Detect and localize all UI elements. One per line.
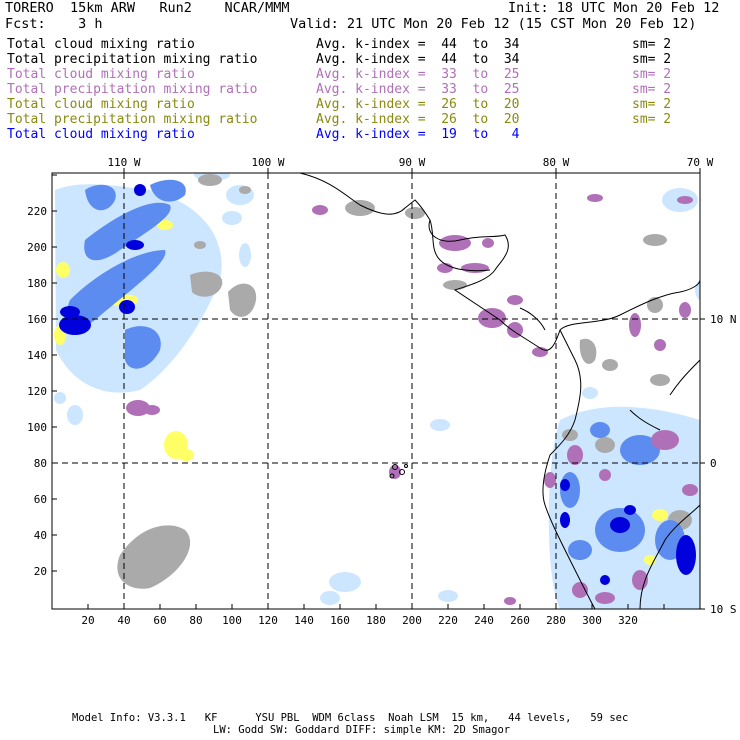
- y-tick-label: 40: [34, 529, 47, 542]
- lat-labels: 10 N 0 10 S: [710, 313, 737, 616]
- y-tick-label: 80: [34, 457, 47, 470]
- model-run-title: TORERO 15km ARW Run2 NCAR/MMM: [5, 0, 290, 16]
- x-tick-label: 40: [117, 614, 130, 627]
- y-tick-label: 120: [27, 385, 47, 398]
- y-tick-label: 100: [27, 421, 47, 434]
- x-tick-label: 180: [366, 614, 386, 627]
- y-tick-label: 180: [27, 277, 47, 290]
- lon-label: 110 W: [107, 156, 140, 169]
- physics-info-line: LW: Godd SW: Goddard DIFF: simple KM: 2D…: [213, 724, 511, 736]
- legend-field-6: Total precipitation mixing ratio: [7, 112, 258, 127]
- y-tick-label: 20: [34, 565, 47, 578]
- axis-ticks: [52, 168, 705, 610]
- legend-avg-6: Avg. k-index = 26 to 20: [316, 112, 520, 127]
- legend-sm-4: sm= 2: [632, 82, 672, 97]
- legend-avg-7: Avg. k-index = 19 to 4: [316, 127, 520, 142]
- lat-label: 0: [710, 457, 717, 470]
- legend-sm-3: sm= 2: [632, 67, 672, 82]
- legend-avg-5: Avg. k-index = 26 to 20: [316, 97, 520, 112]
- model-info-line: Model Info: V3.3.1 KF YSU PBL WDM 6class…: [72, 712, 629, 724]
- x-tick-label: 120: [258, 614, 278, 627]
- legend-avg-1: Avg. k-index = 44 to 34: [316, 37, 520, 52]
- legend-sm-5: sm= 2: [632, 97, 672, 112]
- x-tick-label: 60: [153, 614, 166, 627]
- x-tick-label: 80: [189, 614, 202, 627]
- y-tick-label: 60: [34, 493, 47, 506]
- x-tick-label: 280: [546, 614, 566, 627]
- init-time: Init: 18 UTC Mon 20 Feb 12: [508, 0, 720, 16]
- lon-labels: 110 W 100 W 90 W 80 W 70 W: [107, 156, 713, 169]
- legend-field-4: Total precipitation mixing ratio: [7, 82, 258, 97]
- legend-field-3: Total cloud mixing ratio: [7, 67, 195, 82]
- x-tick-label: 240: [474, 614, 494, 627]
- valid-time: Valid: 21 UTC Mon 20 Feb 12 (15 CST Mon …: [290, 16, 697, 32]
- lon-label: 80 W: [543, 156, 570, 169]
- y-tick-label: 160: [27, 313, 47, 326]
- legend-field-7: Total cloud mixing ratio: [7, 127, 195, 142]
- legend-field-1: Total cloud mixing ratio: [7, 37, 195, 52]
- x-tick-label: 100: [222, 614, 242, 627]
- lat-label: 10 N: [710, 313, 737, 326]
- forecast-hour: Fcst: 3 h: [5, 16, 103, 32]
- x-tick-labels: 20 40 60 80 100 120 140 160 180 200 220 …: [81, 614, 638, 627]
- x-tick-label: 200: [402, 614, 422, 627]
- lat-label: 10 S: [710, 603, 737, 616]
- legend-avg-4: Avg. k-index = 33 to 25: [316, 82, 520, 97]
- lon-label: 100 W: [251, 156, 284, 169]
- legend-avg-3: Avg. k-index = 33 to 25: [316, 67, 520, 82]
- legend-sm-6: sm= 2: [632, 112, 672, 127]
- lon-label: 70 W: [687, 156, 714, 169]
- y-tick-labels: 20 40 60 80 100 120 140 160 180 200 220: [27, 205, 47, 578]
- x-tick-label: 300: [582, 614, 602, 627]
- x-tick-label: 160: [330, 614, 350, 627]
- legend-sm-1: sm= 2: [632, 37, 672, 52]
- y-tick-label: 200: [27, 241, 47, 254]
- x-tick-label: 260: [510, 614, 530, 627]
- x-tick-label: 320: [618, 614, 638, 627]
- lon-label: 90 W: [399, 156, 426, 169]
- legend-field-2: Total precipitation mixing ratio: [7, 52, 258, 67]
- x-tick-label: 220: [438, 614, 458, 627]
- y-tick-label: 220: [27, 205, 47, 218]
- x-tick-label: 140: [294, 614, 314, 627]
- field-layer: [52, 173, 700, 609]
- legend-avg-2: Avg. k-index = 44 to 34: [316, 52, 520, 67]
- x-tick-label: 20: [81, 614, 94, 627]
- legend-sm-2: sm= 2: [632, 52, 672, 67]
- legend-field-5: Total cloud mixing ratio: [7, 97, 195, 112]
- y-tick-label: 140: [27, 349, 47, 362]
